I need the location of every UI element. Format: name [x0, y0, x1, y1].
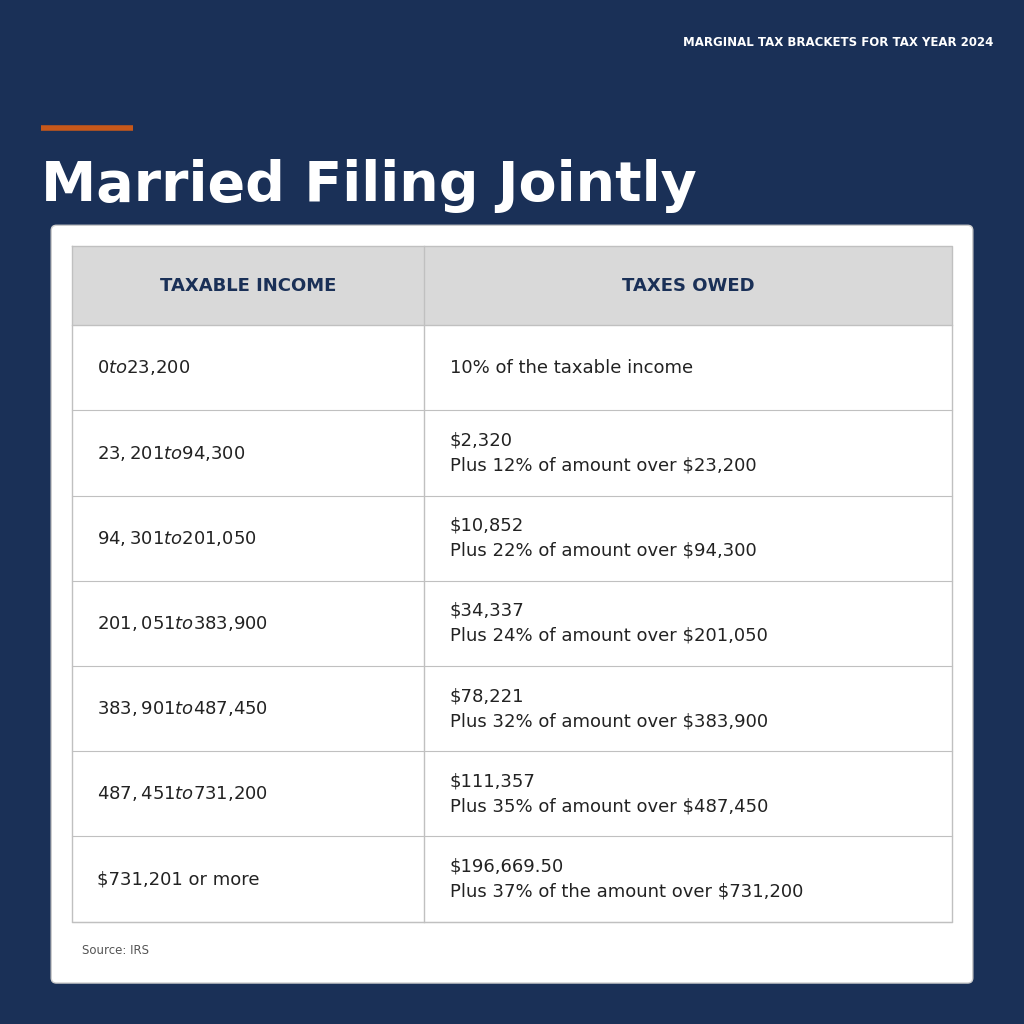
- Text: $487,451 to $731,200: $487,451 to $731,200: [97, 784, 268, 803]
- Text: $10,852
Plus 22% of amount over $94,300: $10,852 Plus 22% of amount over $94,300: [450, 517, 757, 560]
- FancyBboxPatch shape: [51, 225, 973, 983]
- Text: $94,301 to $201,050: $94,301 to $201,050: [97, 528, 257, 548]
- Text: TAXES OWED: TAXES OWED: [622, 276, 755, 295]
- Text: Married Filing Jointly: Married Filing Jointly: [41, 159, 696, 213]
- Text: TAXABLE INCOME: TAXABLE INCOME: [160, 276, 336, 295]
- Text: $78,221
Plus 32% of amount over $383,900: $78,221 Plus 32% of amount over $383,900: [450, 687, 768, 730]
- FancyBboxPatch shape: [72, 246, 952, 326]
- Text: $34,337
Plus 24% of amount over $201,050: $34,337 Plus 24% of amount over $201,050: [450, 602, 767, 645]
- Text: $111,357
Plus 35% of amount over $487,450: $111,357 Plus 35% of amount over $487,45…: [450, 772, 768, 815]
- Text: $196,669.50
Plus 37% of the amount over $731,200: $196,669.50 Plus 37% of the amount over …: [450, 857, 803, 900]
- Text: $23,201 to $94,300: $23,201 to $94,300: [97, 443, 246, 463]
- Text: 10% of the taxable income: 10% of the taxable income: [450, 358, 692, 377]
- Text: $0 to $23,200: $0 to $23,200: [97, 358, 190, 378]
- Text: $201,051 to $383,900: $201,051 to $383,900: [97, 614, 268, 633]
- Text: $2,320
Plus 12% of amount over $23,200: $2,320 Plus 12% of amount over $23,200: [450, 431, 756, 474]
- Text: MARGINAL TAX BRACKETS FOR TAX YEAR 2024: MARGINAL TAX BRACKETS FOR TAX YEAR 2024: [683, 36, 993, 49]
- Text: $383,901 to $487,450: $383,901 to $487,450: [97, 699, 268, 718]
- Text: $731,201 or more: $731,201 or more: [97, 870, 260, 888]
- Text: Source: IRS: Source: IRS: [82, 944, 148, 957]
